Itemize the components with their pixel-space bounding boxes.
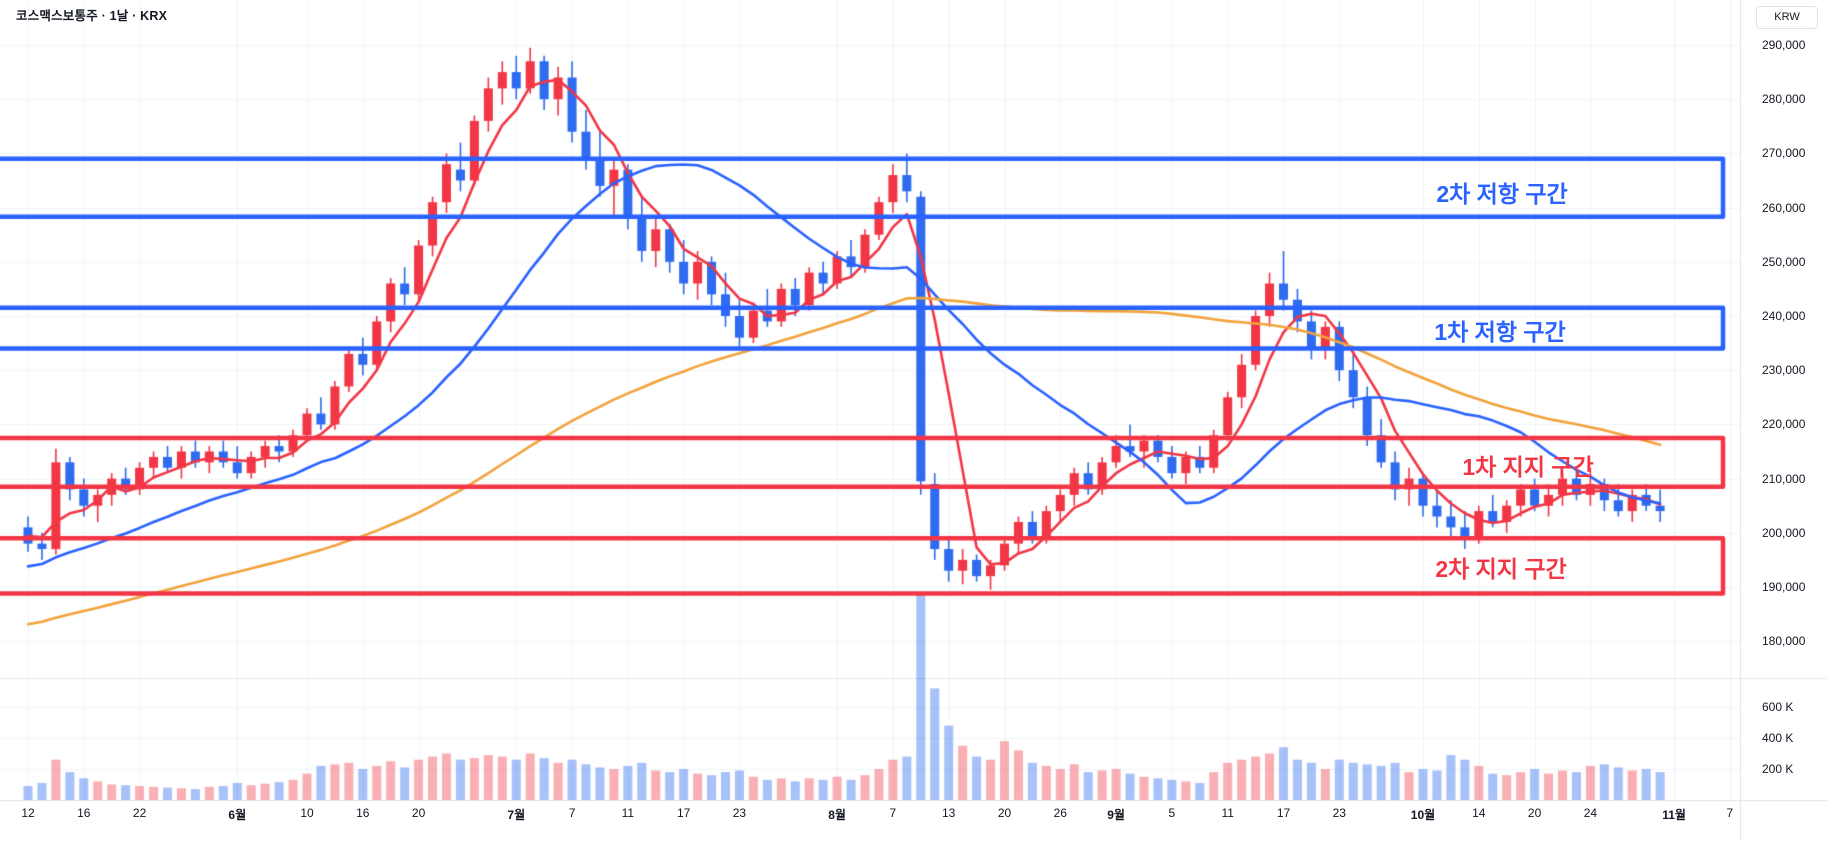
time-axis-month-label: 7월 bbox=[507, 808, 526, 822]
zone-label-resistance-2[interactable]: 2차 저항 구간 bbox=[1436, 181, 1568, 207]
price-axis-label: 270,000 bbox=[1762, 146, 1806, 161]
time-axis-month-label: 6월 bbox=[228, 808, 247, 822]
time-axis-day-label: 7 bbox=[889, 806, 897, 820]
price-axis-label: 180,000 bbox=[1762, 634, 1806, 649]
time-axis-day-label: 10 bbox=[300, 806, 314, 820]
price-axis-label: 290,000 bbox=[1762, 38, 1806, 52]
volume-axis-label: 400 K bbox=[1762, 731, 1794, 745]
zone-label-support-1[interactable]: 1차 지지 구간 bbox=[1462, 454, 1594, 480]
zone-label-support-2[interactable]: 2차 지지 구간 bbox=[1435, 556, 1567, 582]
time-axis-day-label: 11 bbox=[621, 806, 635, 820]
symbol-title: 코스맥스보통주 · 1날 · KRX bbox=[16, 9, 168, 23]
price-axis-label: 250,000 bbox=[1762, 254, 1806, 269]
price-axis-label: 210,000 bbox=[1762, 471, 1806, 486]
price-axis-label: 240,000 bbox=[1762, 309, 1806, 323]
symbol-legend[interactable]: 코스맥스보통주 · 1날 · KRX bbox=[16, 5, 167, 24]
time-axis-day-label: 17 bbox=[676, 806, 691, 820]
time-axis-day-label: 22 bbox=[132, 806, 147, 820]
time-axis-month-label: 11월 bbox=[1662, 808, 1686, 822]
price-axis-label: 230,000 bbox=[1762, 363, 1806, 378]
time-axis-day-label: 23 bbox=[1332, 806, 1346, 820]
volume-axis-label: 600 K bbox=[1762, 700, 1794, 714]
zone-label-resistance-1[interactable]: 1차 저항 구간 bbox=[1434, 319, 1566, 345]
currency-toggle-button[interactable]: KRW bbox=[1756, 6, 1818, 29]
time-axis-day-label: 24 bbox=[1583, 806, 1598, 820]
price-axis-label: 200,000 bbox=[1762, 525, 1806, 540]
time-axis-day-label: 26 bbox=[1053, 806, 1067, 820]
time-axis-month-label: 8월 bbox=[828, 808, 846, 822]
time-axis-day-label: 7 bbox=[1726, 806, 1734, 820]
time-axis-day-label: 16 bbox=[356, 806, 370, 820]
time-axis-day-label: 17 bbox=[1276, 806, 1291, 820]
time-scale[interactable]: 12 16 22 6월 10 16 20 7월 7 11 17 23 8월 7 13 20 26 9월 5 11 17 2… bbox=[0, 800, 1827, 841]
time-axis-month-label: 9월 bbox=[1107, 808, 1125, 822]
price-axis-label: 190,000 bbox=[1762, 580, 1806, 594]
time-axis-day-label: 5 bbox=[1168, 806, 1176, 820]
volume-axis-label: 200 K bbox=[1762, 762, 1794, 776]
time-axis-day-label: 7 bbox=[568, 806, 576, 820]
time-axis-day-label: 20 bbox=[997, 806, 1012, 820]
time-axis-day-label: 14 bbox=[1472, 806, 1486, 820]
time-axis-day-label: 20 bbox=[411, 806, 426, 820]
time-axis-day-label: 12 bbox=[21, 806, 35, 820]
time-axis-day-label: 23 bbox=[732, 806, 747, 820]
price-scale[interactable]: 290,000 280,000 270,000 260,000 250,000 240,0… bbox=[1740, 0, 1827, 841]
time-axis-day-label: 13 bbox=[942, 806, 956, 820]
price-axis-label: 260,000 bbox=[1762, 200, 1806, 215]
price-axis-label: 220,000 bbox=[1762, 417, 1806, 432]
time-axis-month-label: 10월 bbox=[1410, 808, 1436, 822]
price-axis-label: 280,000 bbox=[1762, 92, 1806, 107]
time-axis-day-label: 16 bbox=[77, 806, 91, 820]
time-axis-day-label: 20 bbox=[1527, 806, 1542, 820]
time-axis-day-label: 11 bbox=[1221, 806, 1234, 820]
